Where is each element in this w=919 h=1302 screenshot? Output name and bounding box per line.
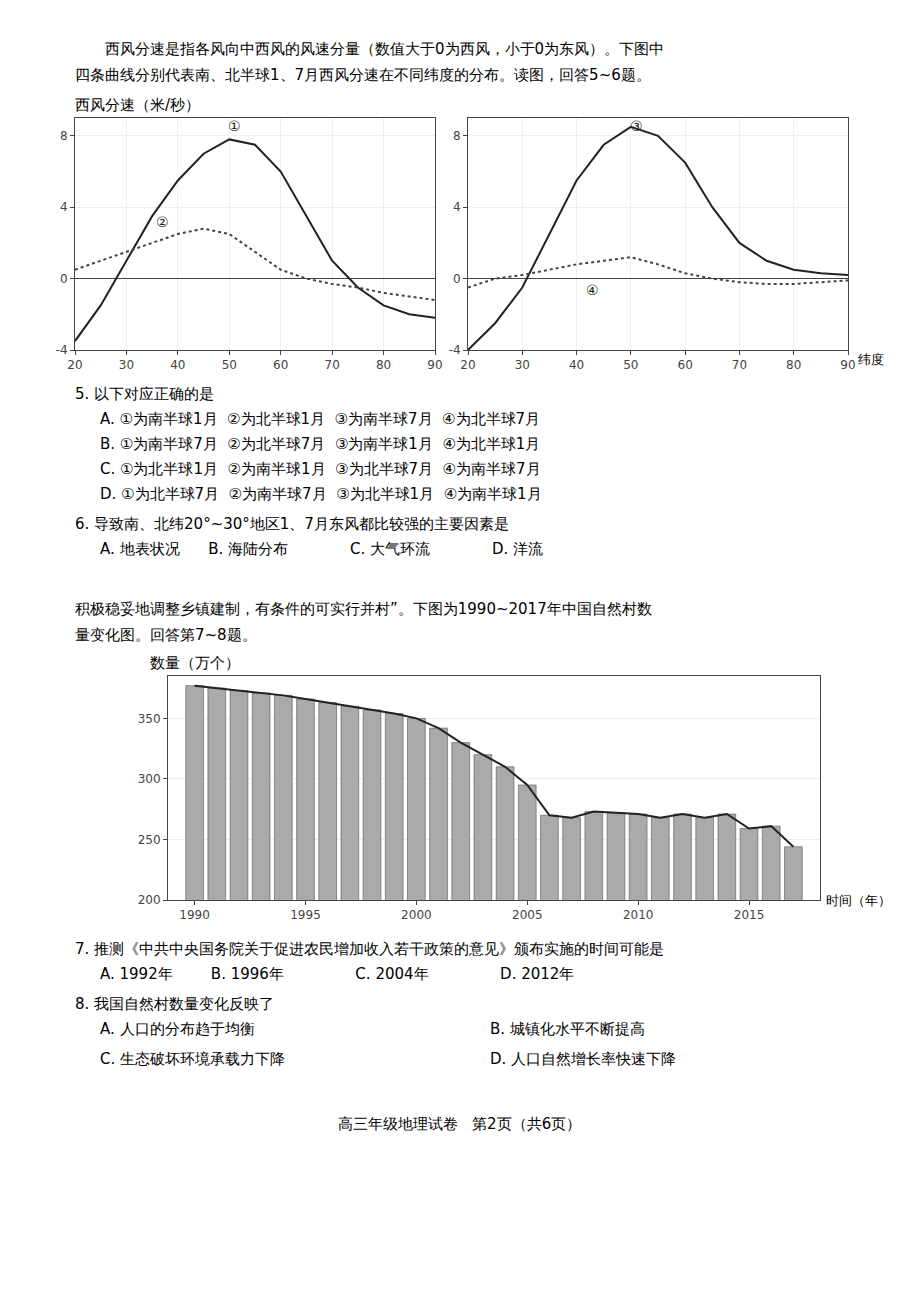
svg-text:70: 70 (324, 358, 339, 372)
svg-text:1990: 1990 (179, 908, 210, 922)
svg-text:8: 8 (60, 129, 68, 143)
svg-text:20: 20 (460, 358, 475, 372)
svg-text:60: 60 (677, 358, 692, 372)
svg-text:250: 250 (138, 833, 161, 847)
svg-text:0: 0 (453, 272, 461, 286)
svg-text:200: 200 (138, 893, 161, 907)
svg-text:4: 4 (453, 200, 461, 214)
html-text:C. 生态破坏环境承载力下降: C. 生态破坏环境承载力下降 (100, 1050, 285, 1068)
html-text:A. ①为南半球1月 ②为北半球1月 ③为南半球7月 ④为北: A. ①为南半球1月 ②为北半球1月 ③为南半球7月 ④为北半球7月 (100, 410, 541, 428)
html-text:积极稳妥地调整乡镇建制，有条件的可实行并村”。下图为1990: 积极稳妥地调整乡镇建制，有条件的可实行并村”。下图为1990~2017年中国自然… (75, 600, 652, 618)
svg-text:8: 8 (453, 129, 461, 143)
html-text:纬度: 纬度 (858, 352, 884, 367)
svg-text:60: 60 (273, 358, 288, 372)
svg-text:350: 350 (138, 712, 161, 726)
svg-text:40: 40 (170, 358, 185, 372)
svg-text:2015: 2015 (734, 908, 765, 922)
svg-text:300: 300 (138, 772, 161, 786)
svg-text:④: ④ (586, 282, 599, 298)
html-text:西风分速（米/秒）: 西风分速（米/秒） (75, 96, 201, 114)
html-text:8. 我国自然村数量变化反映了: 8. 我国自然村数量变化反映了 (75, 995, 275, 1013)
html-text:C. ①为北半球1月 ②为南半球1月 ③为北半球7月 ④为南: C. ①为北半球1月 ②为南半球1月 ③为北半球7月 ④为南半球7月 (100, 460, 541, 478)
svg-text:70: 70 (732, 358, 747, 372)
html-text:高三年级地理试卷 第2页（共6页）: 高三年级地理试卷 第2页（共6页） (337, 1115, 582, 1133)
svg-text:③: ③ (630, 118, 643, 134)
html-text:数量（万个）: 数量（万个） (150, 654, 240, 672)
html-text:D. ①为北半球7月 ②为南半球7月 ③为北半球1月 ④为南: D. ①为北半球7月 ②为南半球7月 ③为北半球1月 ④为南半球1月 (100, 485, 542, 503)
svg-text:①: ① (228, 118, 241, 134)
svg-text:90: 90 (427, 358, 442, 372)
html-text:D. 人口自然增长率快速下降: D. 人口自然增长率快速下降 (490, 1050, 677, 1068)
html-text:西风分速是指各风向中西风的风速分量（数值大于0为西风，小于0: 西风分速是指各风向中西风的风速分量（数值大于0为西风，小于0为东风）。下图中 (105, 40, 665, 58)
html-text:A. 1992年 B. 1996年 C. 2004年 D.: A. 1992年 B. 1996年 C. 2004年 D. 2012年 (100, 965, 575, 983)
svg-text:0: 0 (60, 272, 68, 286)
html-text:7. 推测《中共中央国务院关于促进农民增加收入若干政策的意见: 7. 推测《中共中央国务院关于促进农民增加收入若干政策的意见》颁布实施的时间可能… (75, 940, 665, 958)
html-text:量变化图。回答第7~8题。: 量变化图。回答第7~8题。 (75, 626, 257, 644)
svg-text:-4: -4 (449, 343, 461, 357)
svg-text:1995: 1995 (290, 908, 321, 922)
html-text:B. 城镇化水平不断提高: B. 城镇化水平不断提高 (490, 1020, 645, 1038)
html-text:A. 地表状况 B. 海陆分布 C. 大气环流 D. 洋流: A. 地表状况 B. 海陆分布 C. 大气环流 D. 洋流 (100, 540, 543, 558)
svg-text:2005: 2005 (512, 908, 543, 922)
svg-text:40: 40 (569, 358, 584, 372)
html-text:四条曲线分别代表南、北半球1、7月西风分速在不同纬度的分布。: 四条曲线分别代表南、北半球1、7月西风分速在不同纬度的分布。读图，回答5~6题。 (75, 66, 651, 84)
svg-text:30: 30 (515, 358, 530, 372)
html-text:B. ①为南半球7月 ②为北半球7月 ③为南半球1月 ④为北: B. ①为南半球7月 ②为北半球7月 ③为南半球1月 ④为北半球1月 (100, 435, 541, 453)
html-text:5. 以下对应正确的是: 5. 以下对应正确的是 (75, 385, 215, 403)
svg-text:30: 30 (119, 358, 134, 372)
svg-text:80: 80 (786, 358, 801, 372)
svg-text:2010: 2010 (623, 908, 654, 922)
html-text:A. 人口的分布趋于均衡: A. 人口的分布趋于均衡 (100, 1020, 255, 1038)
svg-text:20: 20 (67, 358, 82, 372)
svg-text:②: ② (156, 214, 169, 230)
svg-text:4: 4 (60, 200, 68, 214)
html-text:6. 导致南、北纬20°~30°地区1、7月东风都比较强的主: 6. 导致南、北纬20°~30°地区1、7月东风都比较强的主要因素是 (75, 515, 509, 533)
svg-text:-4: -4 (56, 343, 68, 357)
html-text:时间（年）: 时间（年） (826, 893, 891, 908)
svg-text:90: 90 (840, 358, 855, 372)
svg-text:2000: 2000 (401, 908, 432, 922)
svg-text:50: 50 (623, 358, 638, 372)
svg-text:50: 50 (222, 358, 237, 372)
svg-text:80: 80 (376, 358, 391, 372)
